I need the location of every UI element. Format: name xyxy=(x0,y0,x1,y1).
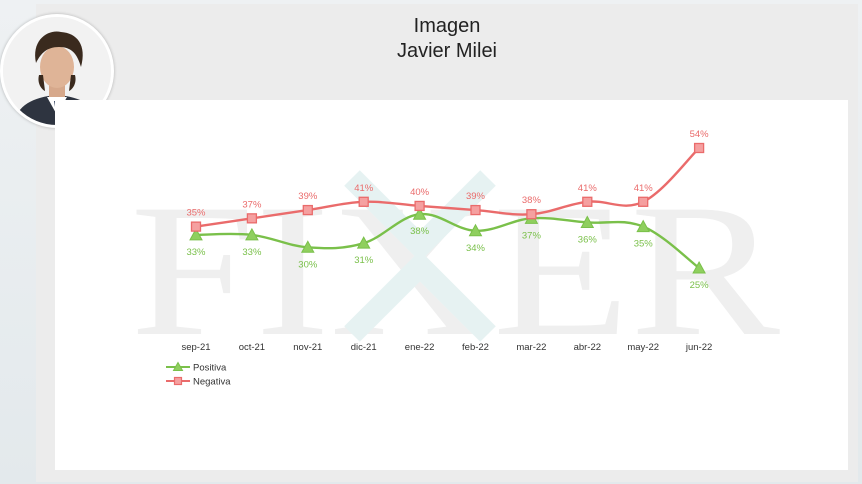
x-tick-label: mar-22 xyxy=(516,342,546,353)
x-tick-label: jun-22 xyxy=(685,342,712,353)
title-line-2: Javier Milei xyxy=(396,40,498,62)
marker-negativa xyxy=(302,204,313,216)
x-axis-ticks: sep-21 oct-21 nov-21 dic-21 ene-22 feb-22 mar-… xyxy=(181,342,712,353)
marker-negativa xyxy=(693,142,705,154)
marker-positiva xyxy=(189,227,203,241)
data-label-positiva: 35% xyxy=(634,239,654,250)
marker-positiva xyxy=(356,236,371,249)
marker-negativa xyxy=(358,196,369,207)
page-title: Imagen Javier Milei xyxy=(36,6,858,80)
data-label-negativa: 40% xyxy=(410,187,430,198)
marker-positiva xyxy=(580,215,595,228)
x-tick-label: feb-22 xyxy=(462,342,489,353)
marker-positiva xyxy=(636,219,651,233)
series-lines xyxy=(195,147,700,269)
series-markers xyxy=(189,142,706,274)
title-line-1: Imagen xyxy=(413,15,481,37)
data-label-positiva: 33% xyxy=(242,247,262,258)
data-label-positiva: 34% xyxy=(466,243,486,254)
x-tick-label: oct-21 xyxy=(239,342,265,353)
data-label-positiva: 36% xyxy=(578,234,598,245)
marker-negativa xyxy=(582,196,593,207)
data-labels: 33% 33% 30% 31% 38% 34% 37% 36% 35% 25% 35% 37% 39% 4… xyxy=(186,129,709,291)
data-label-positiva: 25% xyxy=(690,280,710,291)
x-tick-label: nov-21 xyxy=(293,342,322,353)
x-tick-label: sep-21 xyxy=(181,342,210,353)
marker-negativa xyxy=(190,221,202,232)
marker-negativa xyxy=(470,204,481,216)
data-label-negativa: 54% xyxy=(690,129,710,140)
data-label-negativa: 35% xyxy=(186,208,206,219)
data-label-negativa: 39% xyxy=(298,191,318,202)
data-label-positiva: 31% xyxy=(354,255,374,266)
x-tick-label: abr-22 xyxy=(574,342,601,353)
marker-negativa xyxy=(414,200,425,212)
marker-negativa xyxy=(246,213,258,224)
data-label-negativa: 41% xyxy=(354,183,374,194)
x-tick-label: dic-21 xyxy=(351,342,377,353)
data-label-positiva: 37% xyxy=(522,230,542,241)
series-line-negativa xyxy=(195,147,700,228)
x-tick-label: ene-22 xyxy=(405,342,435,353)
data-label-negativa: 41% xyxy=(578,183,598,194)
data-label-negativa: 38% xyxy=(522,195,542,206)
x-tick-label: may-22 xyxy=(627,342,659,353)
data-label-negativa: 39% xyxy=(466,191,486,202)
fixer-watermark: FIXER xyxy=(130,166,780,376)
data-label-positiva: 38% xyxy=(410,226,430,237)
marker-negativa xyxy=(638,196,649,207)
legend: Positiva Negativa xyxy=(166,361,231,388)
marker-positiva xyxy=(300,240,315,253)
marker-negativa xyxy=(526,209,537,220)
legend-label-positiva: Positiva xyxy=(193,363,227,374)
marker-positiva xyxy=(412,207,427,220)
legend-marker-negativa xyxy=(173,376,183,386)
marker-positiva xyxy=(692,260,706,274)
legend-label-negativa: Negativa xyxy=(193,377,231,388)
data-label-positiva: 30% xyxy=(298,259,318,270)
series-line-positiva xyxy=(195,212,700,269)
data-label-negativa: 41% xyxy=(634,183,654,194)
legend-marker-positiva xyxy=(172,361,184,371)
data-label-positiva: 33% xyxy=(186,247,206,258)
marker-positiva xyxy=(245,227,259,241)
marker-positiva xyxy=(468,223,483,237)
data-label-negativa: 37% xyxy=(242,199,262,210)
